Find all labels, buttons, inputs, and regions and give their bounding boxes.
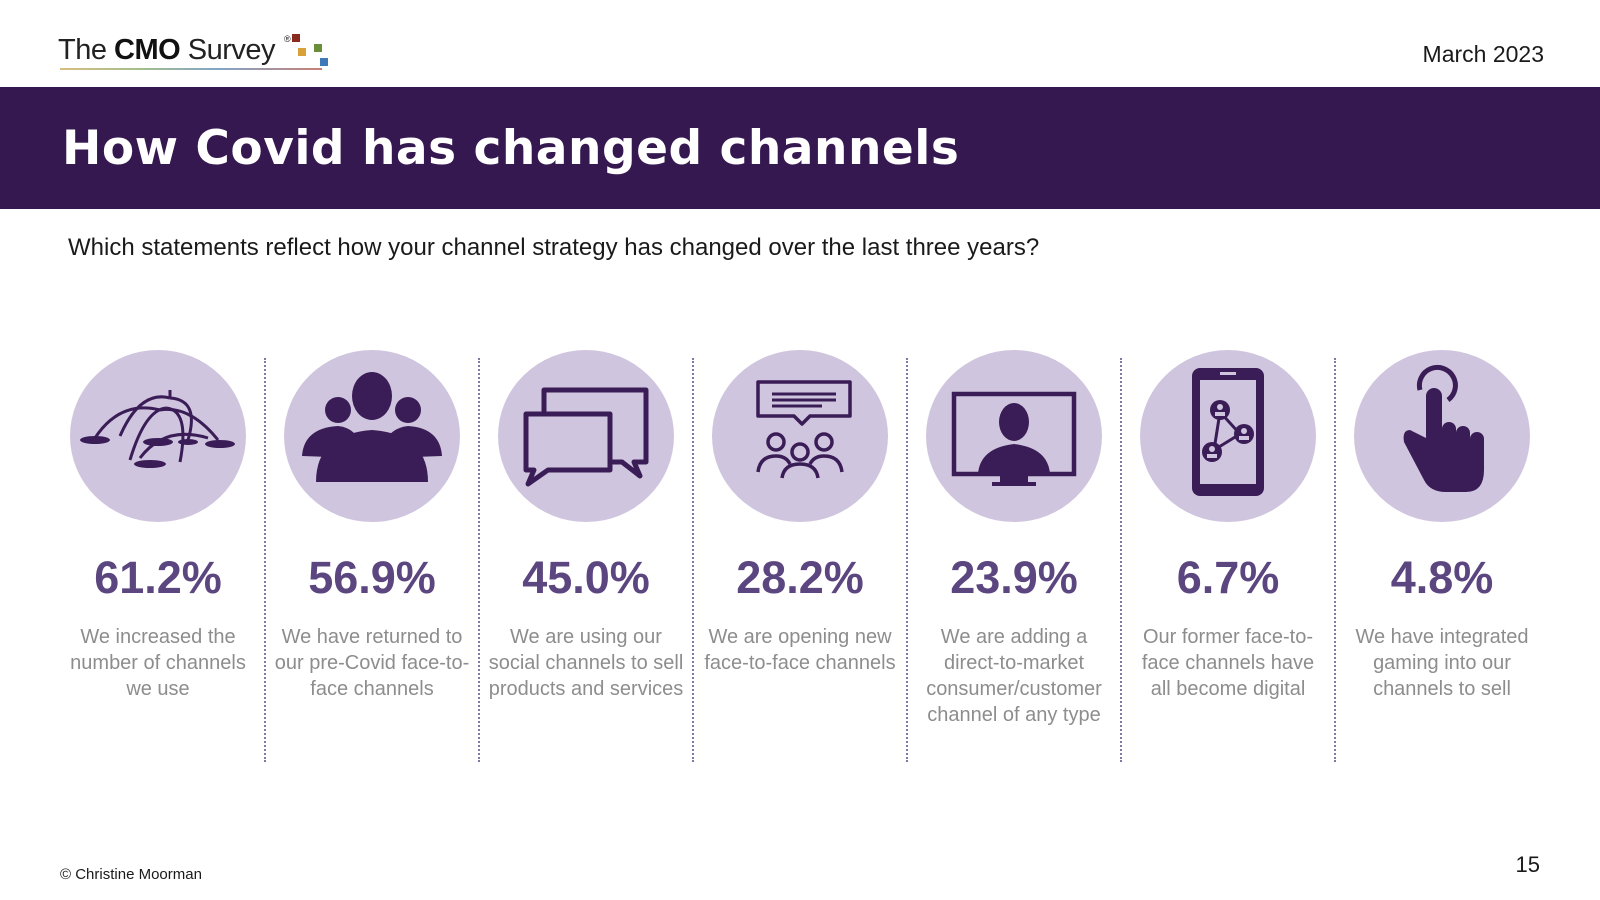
- group-meeting-icon: [756, 380, 852, 479]
- column-divider: [1334, 358, 1336, 762]
- column-divider: [264, 358, 266, 762]
- icon-circle: [498, 350, 674, 522]
- cmo-survey-logo: The CMO Survey ®: [58, 30, 358, 74]
- survey-question: Which statements reflect how your channe…: [68, 234, 1040, 261]
- stat-percent: 45.0%: [522, 552, 650, 603]
- video-monitor-icon: [951, 391, 1077, 486]
- logo-square-green: [314, 44, 322, 52]
- icon-circle: [1354, 350, 1530, 522]
- stat-description: We have integrated gaming into our chann…: [1355, 626, 1529, 700]
- icon-circle: [70, 350, 246, 522]
- copyright-notice: © Christine Moorman: [60, 866, 202, 883]
- stat-percent: 28.2%: [736, 552, 864, 603]
- registered-mark: ®: [284, 34, 291, 44]
- stat-description: We increased the number of channels we u…: [70, 626, 246, 700]
- page-number: 15: [1515, 852, 1540, 877]
- logo-text: The CMO Survey: [58, 34, 276, 66]
- stat-description: We are opening new face-to-face channels: [704, 626, 896, 674]
- logo-square-blue: [320, 58, 328, 66]
- stat-column-5: 23.9% We are adding a direct-to-market c…: [914, 350, 1114, 728]
- page-title: How Covid has changed channels: [62, 121, 960, 176]
- logo-underline: [60, 68, 322, 70]
- fountain-icon: [80, 390, 235, 468]
- stat-description: We have returned to our pre-Covid face-t…: [274, 626, 470, 700]
- logo-square-red: [292, 34, 300, 42]
- column-divider: [906, 358, 908, 762]
- icon-circle: [1140, 350, 1316, 522]
- icon-circle: [284, 350, 460, 522]
- smartphone-network-icon: [1192, 368, 1264, 496]
- column-divider: [1120, 358, 1122, 762]
- stat-percent: 4.8%: [1390, 552, 1494, 603]
- chat-bubbles-icon: [523, 387, 649, 487]
- stat-column-2: 56.9% We have returned to our pre-Covid …: [272, 350, 472, 702]
- stat-column-1: 61.2% We increased the number of channel…: [58, 350, 258, 702]
- icon-circle: [712, 350, 888, 522]
- pointing-hand-icon: [1403, 364, 1484, 492]
- stat-column-3: 45.0% We are using our social channels t…: [486, 350, 686, 702]
- logo-square-orange: [298, 48, 306, 56]
- stat-description: We are adding a direct-to-market consume…: [926, 626, 1102, 726]
- stat-description: Our former face-to-face channels have al…: [1141, 626, 1315, 700]
- stat-column-4: 28.2% We are opening new face-to-face ch…: [700, 350, 900, 676]
- title-banner: How Covid has changed channels: [0, 87, 1600, 209]
- stat-column-7: 4.8% We have integrated gaming into our …: [1342, 350, 1542, 702]
- stat-percent: 61.2%: [94, 552, 222, 603]
- stat-percent: 6.7%: [1176, 552, 1280, 603]
- people-silhouette-icon: [302, 372, 442, 482]
- stat-percent: 56.9%: [308, 552, 436, 603]
- column-divider: [692, 358, 694, 762]
- icon-circle: [926, 350, 1102, 522]
- stat-description: We are using our social channels to sell…: [488, 626, 684, 700]
- column-divider: [478, 358, 480, 762]
- report-date: March 2023: [1422, 41, 1544, 67]
- stat-column-6: 6.7% Our former face-to-face channels ha…: [1128, 350, 1328, 702]
- stat-percent: 23.9%: [950, 552, 1078, 603]
